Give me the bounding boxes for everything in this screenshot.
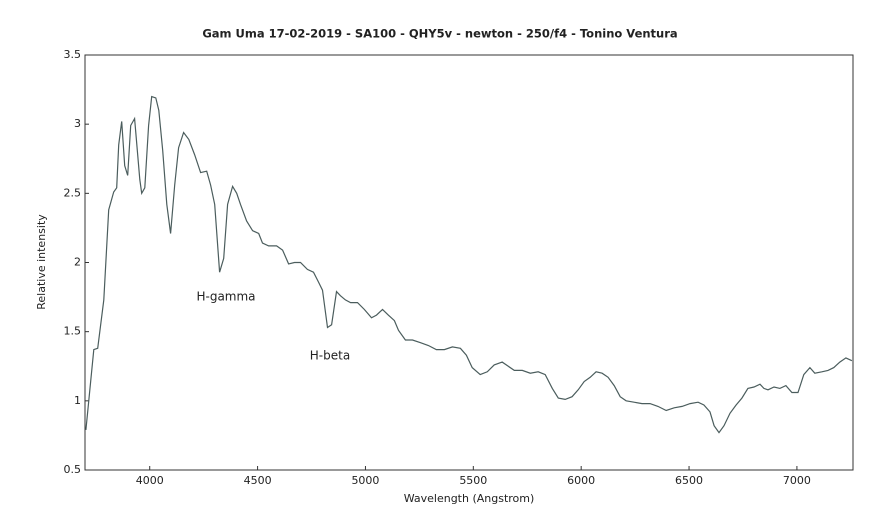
y-tick-label: 3 xyxy=(74,117,81,130)
y-tick-label: 0.5 xyxy=(64,463,82,476)
spectrum-line xyxy=(85,95,853,434)
y-tick-label: 1.5 xyxy=(64,325,82,338)
x-axis-label: Wavelength (Angstrom) xyxy=(404,492,535,505)
y-axis-label: Relative intensity xyxy=(35,214,48,310)
chart-title: Gam Uma 17-02-2019 - SA100 - QHY5v - new… xyxy=(202,27,677,41)
x-tick-label: 6000 xyxy=(567,474,595,487)
x-tick-label: 4000 xyxy=(136,474,164,487)
x-tick-label: 5500 xyxy=(459,474,487,487)
y-tick-label: 1 xyxy=(74,394,81,407)
annotation: H-beta xyxy=(310,349,350,363)
plot-frame xyxy=(84,54,854,471)
x-tick-label: 7000 xyxy=(783,474,811,487)
y-tick-label: 3.5 xyxy=(64,48,82,61)
y-tick-label: 2 xyxy=(74,256,81,269)
y-tick-label: 2.5 xyxy=(64,186,82,199)
x-tick-label: 4500 xyxy=(244,474,272,487)
annotation: H-gamma xyxy=(196,290,255,304)
x-tick-label: 6500 xyxy=(675,474,703,487)
x-tick-label: 5000 xyxy=(351,474,379,487)
